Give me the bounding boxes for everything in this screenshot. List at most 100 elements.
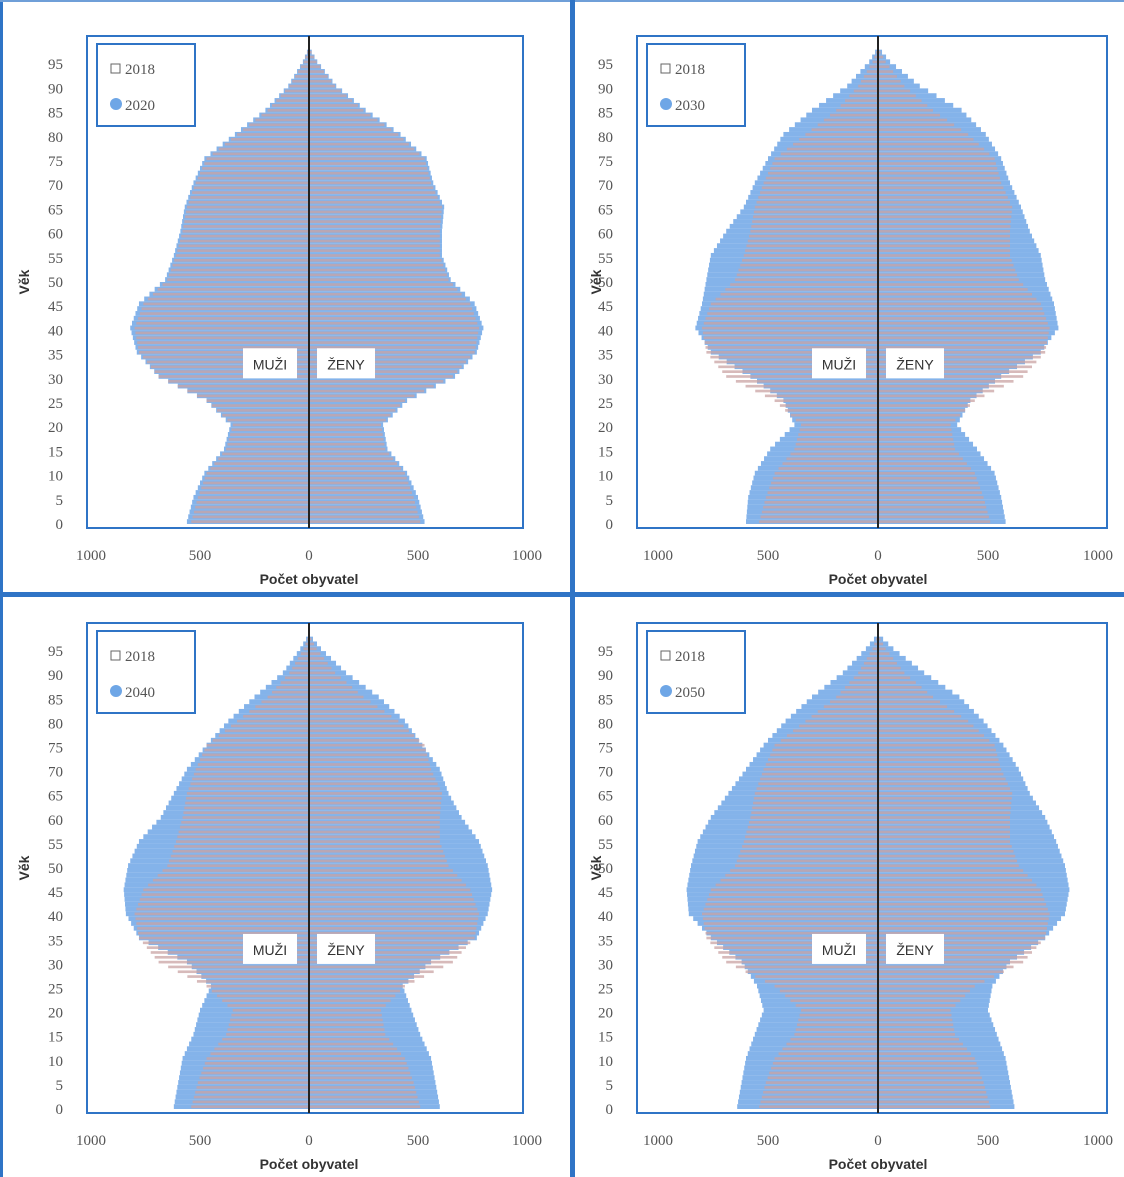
bar-women-2018	[309, 1023, 384, 1027]
bar-women-2018	[878, 652, 890, 655]
bar-men-2018	[227, 1028, 309, 1031]
bar-men-2018	[255, 705, 309, 708]
x-tick-label: 1000	[512, 548, 542, 564]
y-tick-label: 80	[48, 130, 63, 146]
bar-men-2018	[795, 442, 878, 446]
bar-men-2018	[186, 205, 309, 209]
y-tick-label: 30	[598, 372, 613, 388]
bar-men-2018	[196, 1086, 309, 1089]
bar-women-2018	[878, 1081, 984, 1084]
bar-women-2018	[878, 331, 1049, 335]
bar-men-2018	[206, 399, 309, 403]
bar-men-2018	[702, 326, 878, 330]
bar-men-2018	[134, 912, 309, 916]
bar-men-2018	[763, 1090, 878, 1094]
y-tick-label: 20	[48, 420, 63, 436]
bar-women-2018	[878, 384, 1004, 388]
bar-women-2018	[878, 350, 1046, 354]
x-tick-label: 1000	[643, 548, 673, 564]
y-tick-label: 90	[598, 668, 613, 684]
bar-women-2018	[309, 984, 405, 988]
bar-women-2018	[309, 705, 378, 708]
bar-men-2018	[790, 1037, 878, 1041]
pyramid-panel-2: 0 5 10 15 20 25 30 35 40 45 50 55 60 65 70 75 80 85 90 95 10…	[575, 2, 1124, 592]
bar-women-2018	[878, 695, 933, 699]
bar-women-2018	[878, 254, 1010, 257]
bar-women-2018	[309, 767, 432, 771]
bar-men-2018	[749, 234, 878, 238]
bar-men-2018	[138, 931, 309, 935]
x-tick-label: 500	[977, 1133, 1000, 1149]
bar-men-2018	[801, 1008, 878, 1012]
bar-men-2018	[795, 1028, 878, 1031]
y-axis-title: Věk	[16, 855, 32, 880]
bar-women-2018	[878, 152, 990, 156]
legend-marker-2018	[660, 650, 671, 661]
bar-men-2018	[760, 777, 878, 781]
bar-men-2018	[217, 994, 309, 998]
x-axis-title: Počet obyvatel	[260, 571, 359, 587]
legend-marker-2018	[110, 650, 121, 661]
bar-women-2018	[878, 1095, 988, 1099]
bar-women-2018	[309, 302, 471, 306]
bar-men-2018	[172, 263, 309, 267]
bar-women-2018	[878, 452, 959, 456]
bar-men-2018	[300, 65, 309, 69]
bar-men-2018	[152, 292, 309, 296]
bar-women-2018	[878, 1086, 985, 1089]
bar-women-2018	[309, 955, 458, 959]
bar-men-2018	[779, 989, 878, 993]
bar-men-2018	[261, 700, 309, 704]
bar-women-2018	[309, 1062, 407, 1065]
bar-women-2018	[878, 326, 1050, 330]
y-tick-label: 85	[598, 106, 613, 122]
bar-women-2018	[309, 1052, 401, 1056]
bar-women-2018	[309, 75, 328, 78]
bar-women-2018	[878, 825, 1010, 829]
y-tick-label: 40	[598, 323, 613, 339]
bar-men-2018	[774, 399, 878, 403]
y-tick-label: 30	[598, 957, 613, 973]
bar-women-2018	[878, 515, 989, 519]
legend-marker-projection	[110, 685, 122, 697]
men-label-bg	[812, 933, 866, 964]
x-tick-label: 500	[189, 1133, 212, 1149]
bar-men-2018	[836, 108, 878, 112]
legend-label-2018: 2018	[125, 62, 155, 78]
bar-men-2018	[765, 176, 878, 180]
x-tick-label: 500	[757, 1133, 780, 1149]
bar-women-2018	[309, 409, 396, 412]
bar-women-2018	[878, 955, 1028, 959]
bar-women-2018	[878, 811, 1011, 815]
bar-women-2018	[309, 642, 315, 646]
bar-women-2018	[878, 686, 922, 689]
bar-men-2018	[710, 302, 878, 306]
bar-men-2018	[181, 234, 309, 238]
bar-men-2018	[780, 739, 878, 742]
bar-women-2018	[309, 1066, 409, 1070]
y-tick-label: 85	[598, 692, 613, 708]
bar-men-2018	[753, 210, 878, 214]
legend-marker-projection	[660, 685, 672, 697]
bar-men-2018	[135, 331, 309, 335]
bar-men-2018	[702, 331, 878, 335]
bar-women-2018	[309, 501, 415, 504]
bar-women-2018	[309, 719, 399, 723]
bar-women-2018	[309, 375, 453, 378]
bar-women-2018	[878, 960, 1024, 964]
bar-men-2018	[136, 321, 309, 325]
bar-men-2018	[798, 433, 878, 436]
bar-women-2018	[309, 763, 430, 766]
y-tick-label: 10	[598, 469, 613, 485]
bar-men-2018	[718, 951, 878, 954]
bar-men-2018	[226, 1033, 309, 1036]
bar-men-2018	[863, 661, 878, 665]
bar-women-2018	[878, 491, 982, 494]
bar-women-2018	[878, 486, 981, 490]
y-tick-label: 85	[48, 692, 63, 708]
bar-women-2018	[878, 50, 881, 54]
bar-women-2018	[309, 505, 417, 509]
bar-women-2018	[309, 520, 421, 524]
bar-men-2018	[722, 370, 878, 373]
bar-women-2018	[878, 89, 911, 93]
